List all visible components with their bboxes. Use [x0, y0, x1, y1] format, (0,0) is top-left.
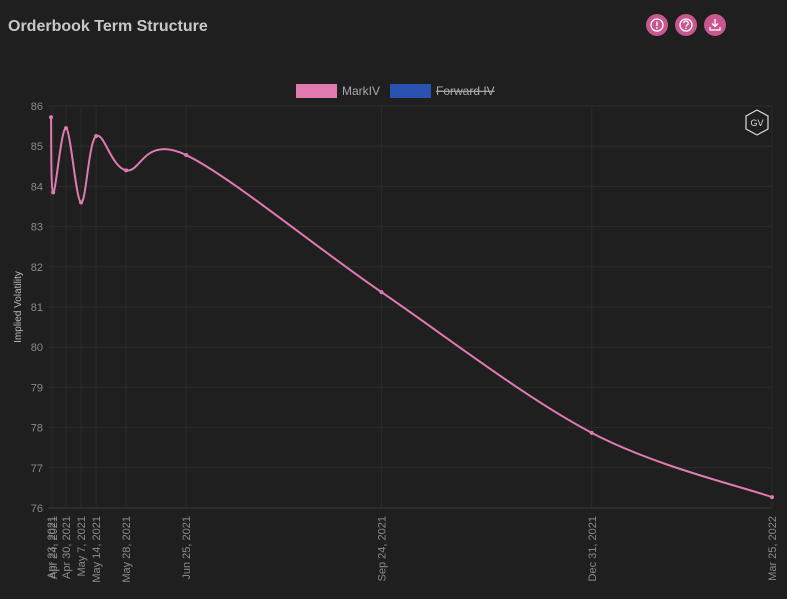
legend-swatch	[296, 84, 337, 98]
x-tick-label: Apr 24, 2021	[48, 516, 60, 579]
point	[64, 126, 69, 131]
x-tick-label: Apr 23, 2021	[46, 516, 58, 579]
y-tick-label: 76	[31, 503, 43, 515]
x-tick-label: Dec 31, 2021	[587, 516, 599, 581]
info-button[interactable]	[646, 14, 668, 36]
y-axis-label: Implied Volatility	[13, 271, 24, 343]
icon	[685, 27, 687, 30]
chart-title: Orderbook Term Structure	[8, 18, 208, 35]
y-tick-label: 85	[31, 141, 43, 153]
x-tick-label: May 14, 2021	[91, 516, 103, 583]
x-tick-label: Jun 25, 2021	[181, 516, 193, 580]
point	[379, 290, 384, 295]
point	[51, 190, 56, 195]
y-tick-label: 83	[31, 222, 43, 234]
point	[79, 200, 84, 205]
download-button[interactable]	[704, 14, 726, 36]
y-tick-label: 80	[31, 342, 43, 354]
x-tick-label: May 7, 2021	[76, 516, 88, 577]
point	[94, 134, 99, 139]
help-button[interactable]	[675, 14, 697, 36]
legend-label: MarkIV	[342, 84, 380, 98]
series-line	[50, 117, 773, 499]
legend: MarkIV Forward IV	[296, 84, 495, 98]
legend-label: Forward IV	[436, 84, 495, 98]
x-tick-label: Mar 25, 2022	[767, 516, 779, 581]
icon	[656, 27, 658, 29]
y-tick-label: 77	[31, 463, 43, 475]
legend-swatch	[390, 84, 431, 98]
icon	[709, 19, 721, 31]
y-tick-label: 84	[31, 181, 43, 193]
watermark-text: GV	[750, 118, 763, 128]
x-tick-label: Apr 30, 2021	[61, 516, 73, 579]
point	[49, 115, 53, 120]
icon	[679, 18, 693, 32]
y-tick-label: 78	[31, 423, 43, 435]
point	[124, 168, 129, 173]
icon	[683, 20, 689, 27]
point	[184, 153, 189, 158]
x-tick-label: May 28, 2021	[121, 516, 133, 583]
point	[770, 495, 774, 500]
watermark: GV	[745, 109, 769, 136]
y-tick-label: 79	[31, 382, 43, 394]
point	[589, 430, 594, 435]
icon	[650, 18, 664, 32]
y-tick-label: 81	[31, 302, 43, 314]
x-tick-label: Sep 24, 2021	[376, 516, 388, 581]
y-tick-label: 86	[31, 101, 43, 113]
watermark-hex	[745, 109, 769, 136]
y-tick-label: 82	[31, 262, 43, 274]
